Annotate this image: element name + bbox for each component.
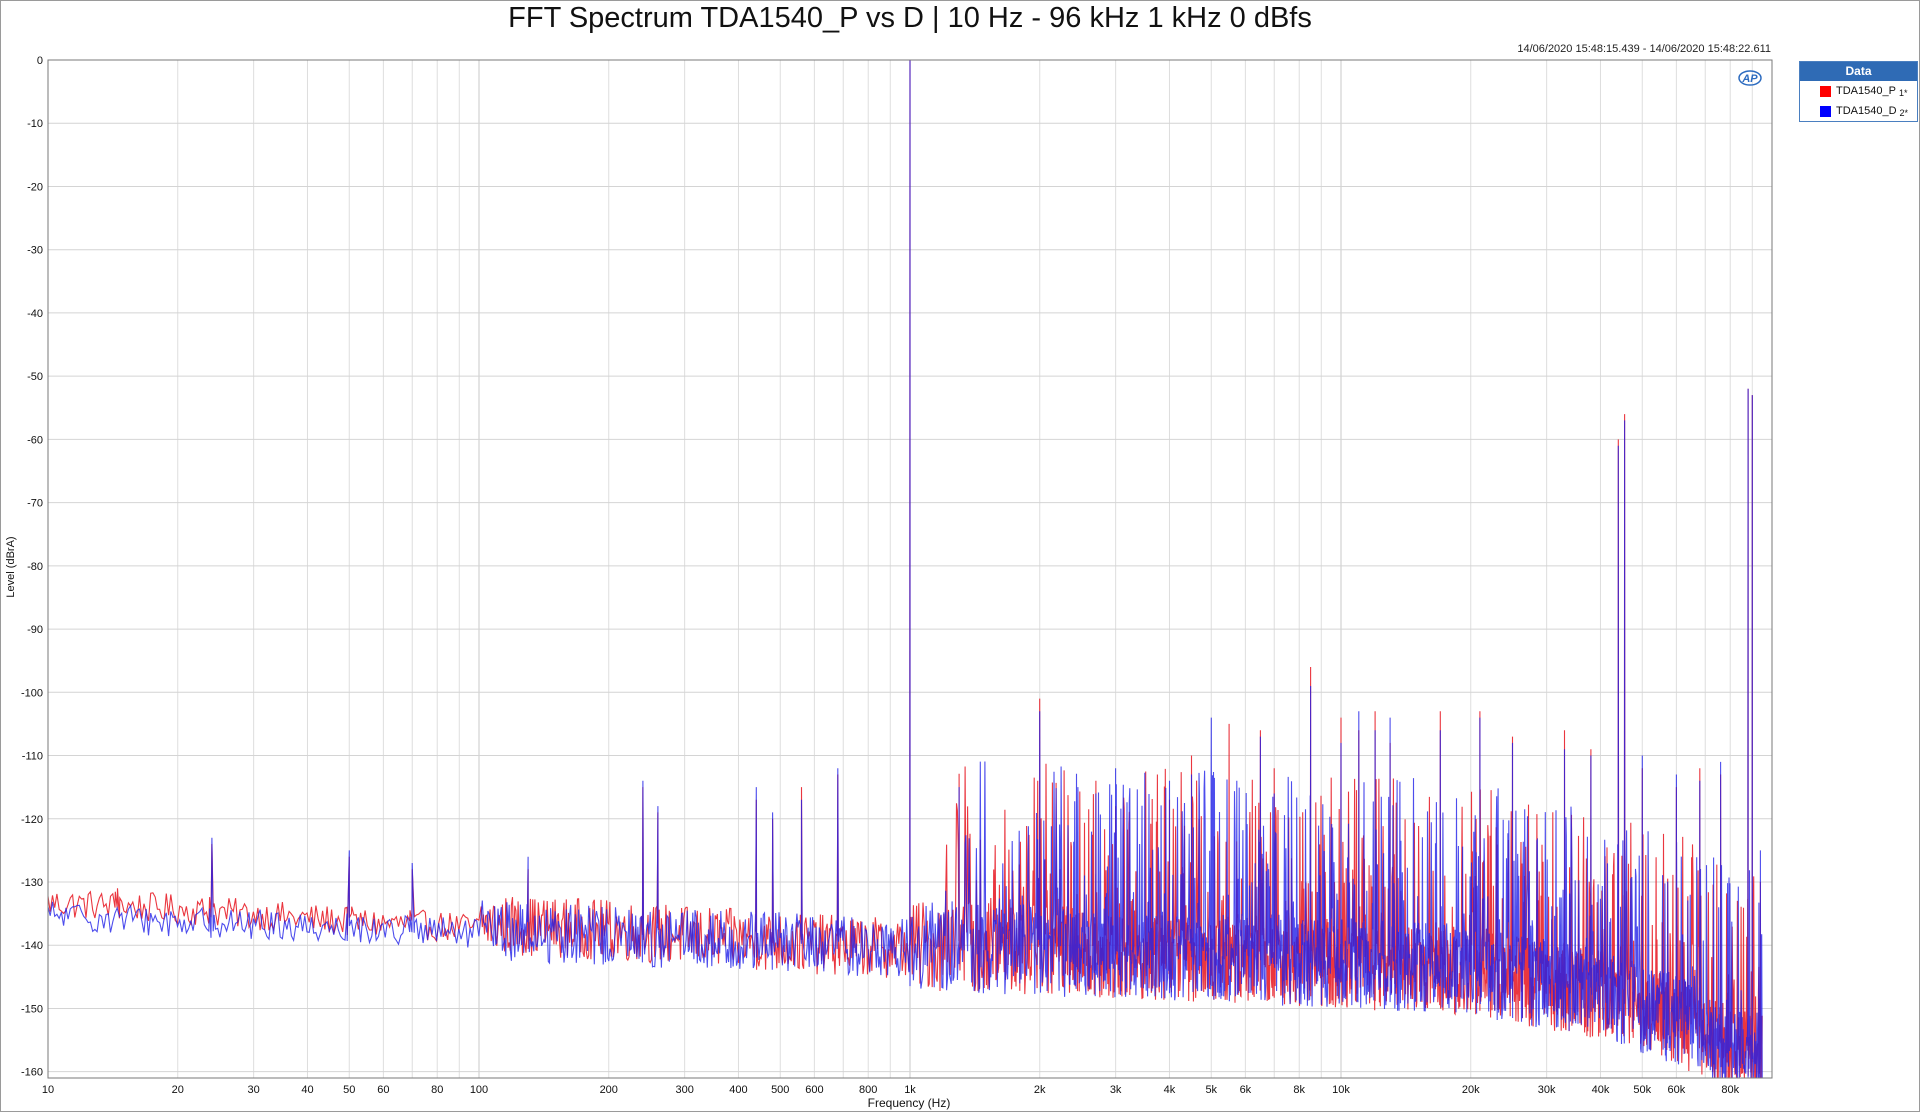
ap-logo-icon: AP xyxy=(1738,70,1762,86)
x-tick-label: 20k xyxy=(1462,1084,1480,1096)
plot-border xyxy=(47,59,1773,1079)
x-tick-label: 3k xyxy=(1110,1084,1122,1096)
legend-suffix: 2* xyxy=(1899,107,1909,118)
y-tick-label: -140 xyxy=(21,940,43,952)
svg-text:AP: AP xyxy=(1741,73,1758,85)
y-tick-label: -40 xyxy=(27,308,43,320)
x-tick-label: 200 xyxy=(600,1084,618,1096)
y-tick-label: -10 xyxy=(27,118,43,130)
x-tick-label: 600 xyxy=(805,1084,823,1096)
y-tick-label: -150 xyxy=(21,1003,43,1015)
y-tick-label: -160 xyxy=(21,1067,43,1079)
legend-suffix: 1* xyxy=(1898,87,1908,98)
x-tick-label: 60 xyxy=(377,1084,389,1096)
y-tick-label: -60 xyxy=(27,434,43,446)
x-tick-label: 400 xyxy=(729,1084,747,1096)
x-tick-label: 10k xyxy=(1332,1084,1350,1096)
x-tick-label: 2k xyxy=(1034,1084,1046,1096)
x-tick-label: 50k xyxy=(1633,1084,1651,1096)
x-tick-label: 100 xyxy=(470,1084,488,1096)
measurement-timestamp: 14/06/2020 15:48:15.439 - 14/06/2020 15:… xyxy=(1517,43,1771,55)
y-tick-label: -30 xyxy=(27,245,43,257)
x-tick-label: 80k xyxy=(1721,1084,1739,1096)
x-tick-label: 30 xyxy=(248,1084,260,1096)
y-tick-label: -50 xyxy=(27,371,43,383)
x-tick-label: 40 xyxy=(301,1084,313,1096)
x-tick-label: 6k xyxy=(1240,1084,1252,1096)
x-tick-label: 800 xyxy=(859,1084,877,1096)
legend[interactable]: Data TDA1540_P 1* TDA1540_D 2* xyxy=(1799,61,1918,122)
y-tick-label: -110 xyxy=(22,751,43,763)
y-axis-label: Level (dBrA) xyxy=(5,536,17,597)
legend-item-tda1540-d[interactable]: TDA1540_D 2* xyxy=(1800,101,1917,121)
y-tick-label: -130 xyxy=(21,877,43,889)
series-layer xyxy=(47,59,1763,1079)
x-axis-label: Frequency (Hz) xyxy=(868,1096,951,1110)
y-tick-label: -80 xyxy=(27,561,43,573)
axes: 0 -10 -20 -30 -40 -50 -60 -70 -80 -90 -100 -110 -120… xyxy=(21,55,1773,1096)
x-tick-label: 40k xyxy=(1592,1084,1610,1096)
y-tick-label: -100 xyxy=(21,687,43,699)
x-tick-label: 20 xyxy=(172,1084,184,1096)
x-tick-label: 50 xyxy=(343,1084,355,1096)
chart-title: FFT Spectrum TDA1540_P vs D | 10 Hz - 96… xyxy=(508,2,1312,34)
legend-swatch-blue xyxy=(1820,105,1831,117)
y-tick-label: 0 xyxy=(37,55,43,67)
legend-swatch-red xyxy=(1820,85,1831,97)
legend-item-tda1540-p[interactable]: TDA1540_P 1* xyxy=(1800,81,1917,101)
x-tick-label: 300 xyxy=(675,1084,693,1096)
y-tick-label: -70 xyxy=(27,498,43,510)
x-tick-label: 1k xyxy=(904,1084,916,1096)
x-tick-label: 8k xyxy=(1293,1084,1305,1096)
series-line-tda1540-d xyxy=(47,59,1763,1079)
x-tick-label: 4k xyxy=(1164,1084,1176,1096)
x-tick-label: 80 xyxy=(431,1084,443,1096)
y-tick-label: -20 xyxy=(27,181,43,193)
y-tick-label: -90 xyxy=(27,624,43,636)
x-tick-label: 60k xyxy=(1668,1084,1686,1096)
x-tick-label: 5k xyxy=(1205,1084,1217,1096)
series-line-tda1540-p xyxy=(47,59,1763,1079)
legend-label: TDA1540_D xyxy=(1836,105,1897,117)
x-tick-label: 30k xyxy=(1538,1084,1556,1096)
legend-label: TDA1540_P xyxy=(1836,85,1896,97)
x-tick-label: 10 xyxy=(42,1084,54,1096)
x-tick-label: 500 xyxy=(771,1084,789,1096)
y-tick-label: -120 xyxy=(21,814,43,826)
legend-title: Data xyxy=(1800,62,1917,81)
